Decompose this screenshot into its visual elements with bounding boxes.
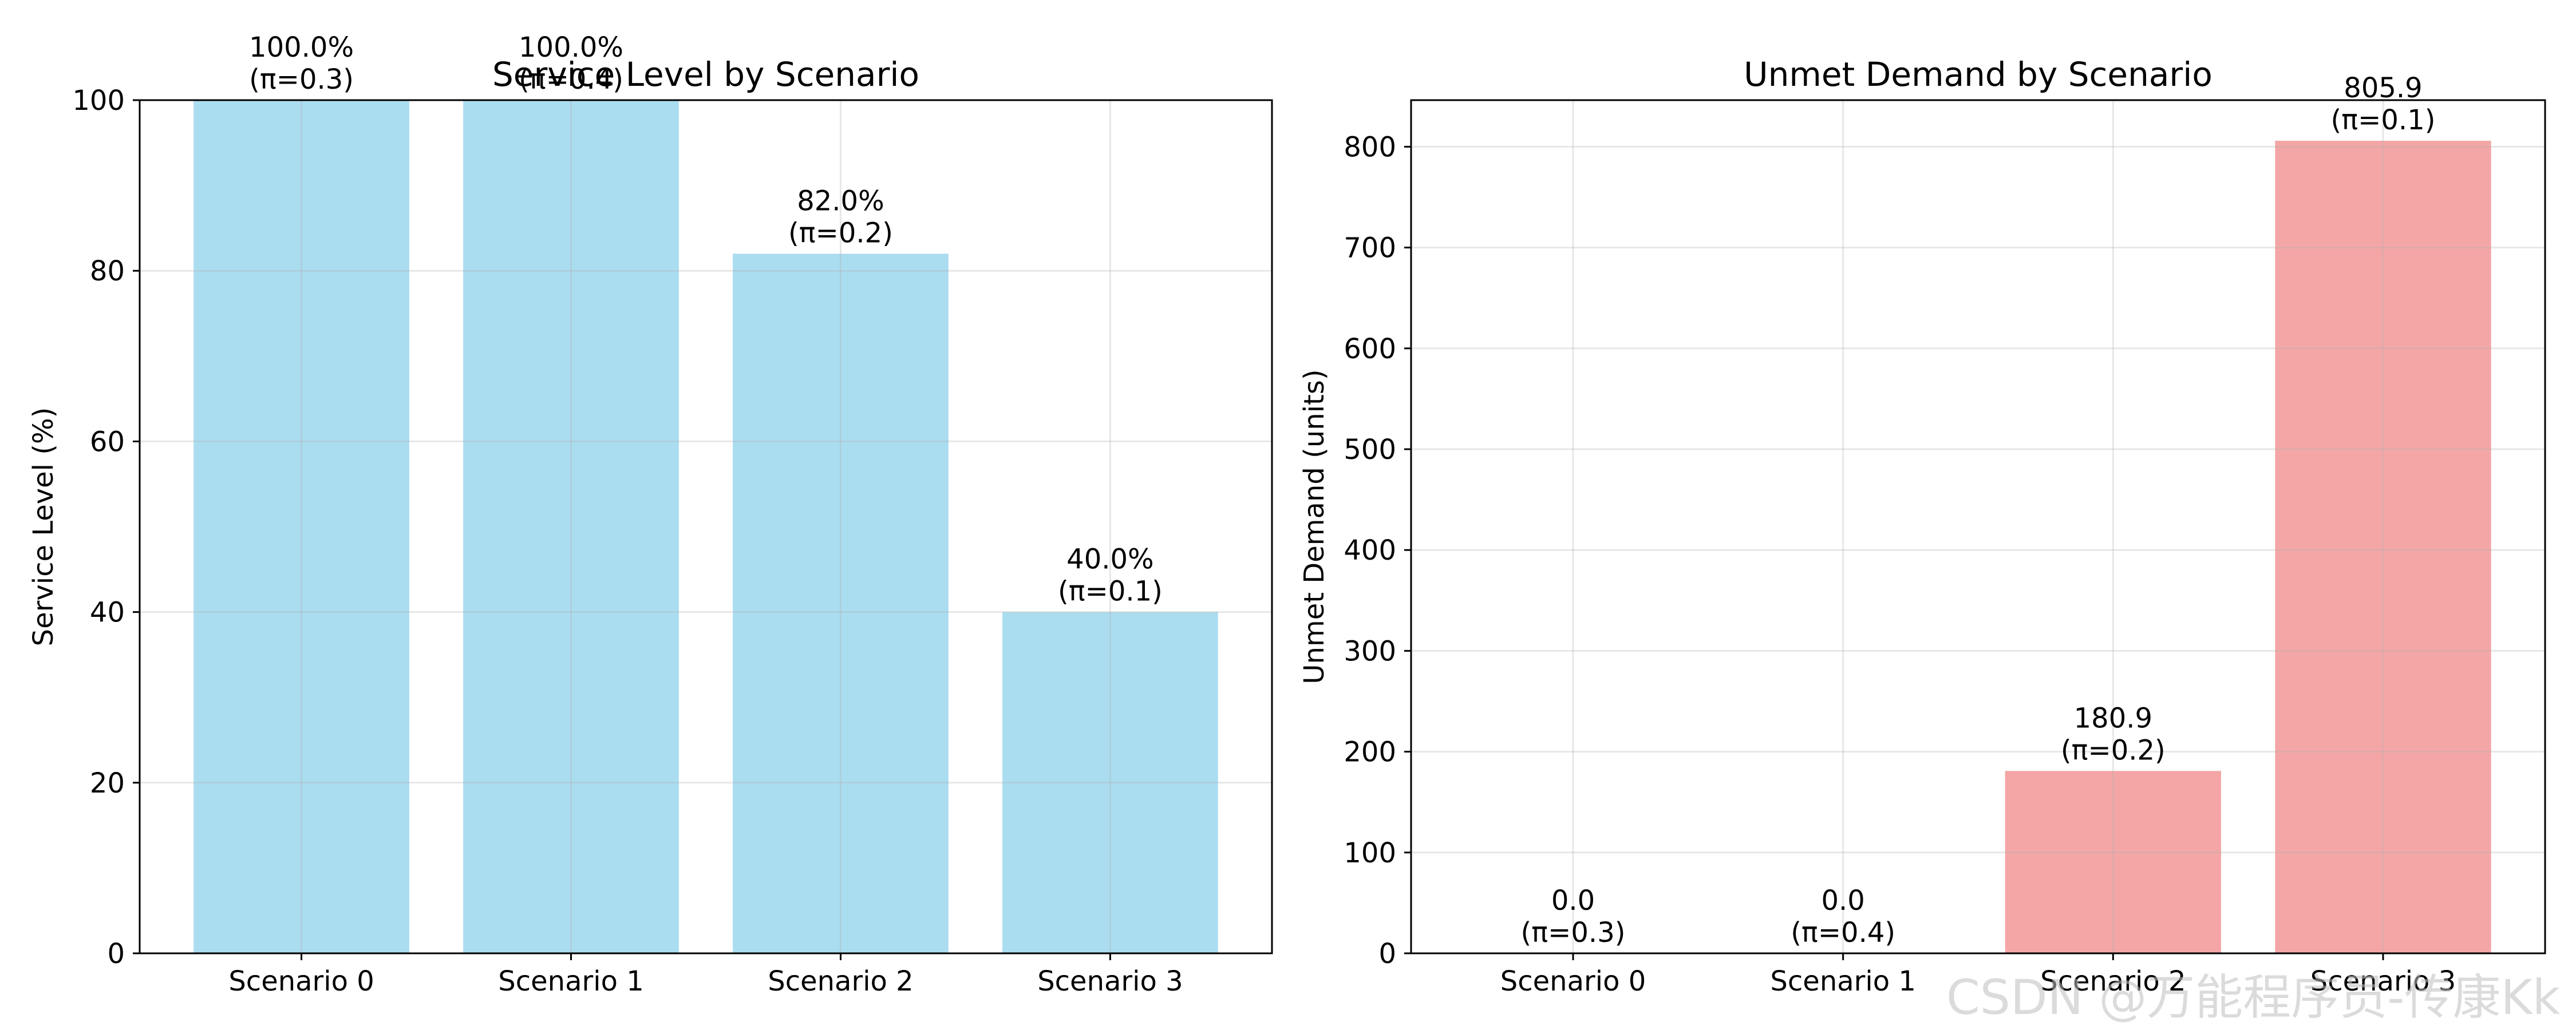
unmet-demand-chart: 0 100 200 300 400 500 600 700 800 Scenario 0 Scena… bbox=[1298, 55, 2546, 997]
watermark-text: CSDN @万能程序员-传康Kk bbox=[1946, 969, 2561, 1025]
unmet-ytick-label-8: 800 bbox=[1344, 131, 1396, 163]
service-ytick-label-5: 100 bbox=[72, 85, 125, 117]
service-bar-label-0: 100.0% (π=0.3) bbox=[249, 31, 354, 96]
service-ytick-label-1: 20 bbox=[90, 767, 125, 799]
unmet-xtick-label-1: Scenario 1 bbox=[1770, 965, 1915, 997]
unmet-ytick-label-5: 500 bbox=[1344, 434, 1396, 466]
unmet-bar-label-2: 180.9 (π=0.2) bbox=[2061, 702, 2166, 766]
service-bar-3 bbox=[1002, 612, 1218, 953]
service-ytick-label-4: 80 bbox=[90, 255, 125, 287]
service-bar-label-3: 40.0% (π=0.1) bbox=[1058, 544, 1163, 608]
unmet-ytick-label-3: 300 bbox=[1344, 635, 1396, 667]
unmet-ytick-label-7: 700 bbox=[1344, 232, 1396, 264]
service-xtick-label-1: Scenario 1 bbox=[498, 965, 643, 997]
unmet-ytick-label-1: 100 bbox=[1344, 837, 1396, 869]
service-xtick-label-2: Scenario 2 bbox=[768, 965, 913, 997]
service-ytick-label-0: 0 bbox=[107, 938, 125, 970]
service-ytick-label-2: 40 bbox=[90, 597, 125, 629]
unmet-bar-label-0: 0.0 (π=0.3) bbox=[1521, 885, 1626, 949]
service-xtick-label-0: Scenario 0 bbox=[228, 965, 374, 997]
service-bar-0 bbox=[193, 100, 409, 953]
unmet-ytick-label-0: 0 bbox=[1378, 938, 1396, 970]
service-bar-2 bbox=[733, 253, 949, 953]
unmet-xtick-label-2: Scenario 2 bbox=[2040, 965, 2186, 997]
service-axes-frame bbox=[139, 99, 1273, 954]
unmet-xtick-label-3: Scenario 3 bbox=[2310, 965, 2456, 997]
service-bar-label-1: 100.0% (π=0.4) bbox=[519, 31, 623, 96]
unmet-bar-label-1: 0.0 (π=0.4) bbox=[1791, 885, 1895, 949]
unmet-xtick-label-0: Scenario 0 bbox=[1500, 965, 1646, 997]
service-level-chart: 0 20 40 60 80 100 Scenario 0 Scenario 1 Scenario… bbox=[27, 31, 1273, 997]
unmet-axes-frame bbox=[1410, 99, 2546, 954]
service-bar-1 bbox=[463, 100, 679, 953]
unmet-bar-label-3: 805.9 (π=0.1) bbox=[2331, 72, 2436, 136]
service-xtick-label-3: Scenario 3 bbox=[1037, 965, 1183, 997]
unmet-bar-2 bbox=[2005, 771, 2221, 953]
unmet-ytick-label-6: 600 bbox=[1344, 333, 1396, 365]
unmet-ylabel: Unmet Demand (units) bbox=[1298, 369, 1330, 684]
unmet-ytick-label-4: 400 bbox=[1344, 534, 1396, 566]
unmet-bar-3 bbox=[2275, 141, 2491, 953]
service-ylabel: Service Level (%) bbox=[27, 407, 60, 647]
service-ytick-label-3: 60 bbox=[90, 426, 125, 458]
service-bar-label-2: 82.0% (π=0.2) bbox=[788, 185, 893, 249]
service-chart-title: Service Level by Scenario bbox=[492, 55, 919, 94]
unmet-chart-title: Unmet Demand by Scenario bbox=[1744, 55, 2212, 94]
unmet-ytick-label-2: 200 bbox=[1344, 736, 1396, 768]
